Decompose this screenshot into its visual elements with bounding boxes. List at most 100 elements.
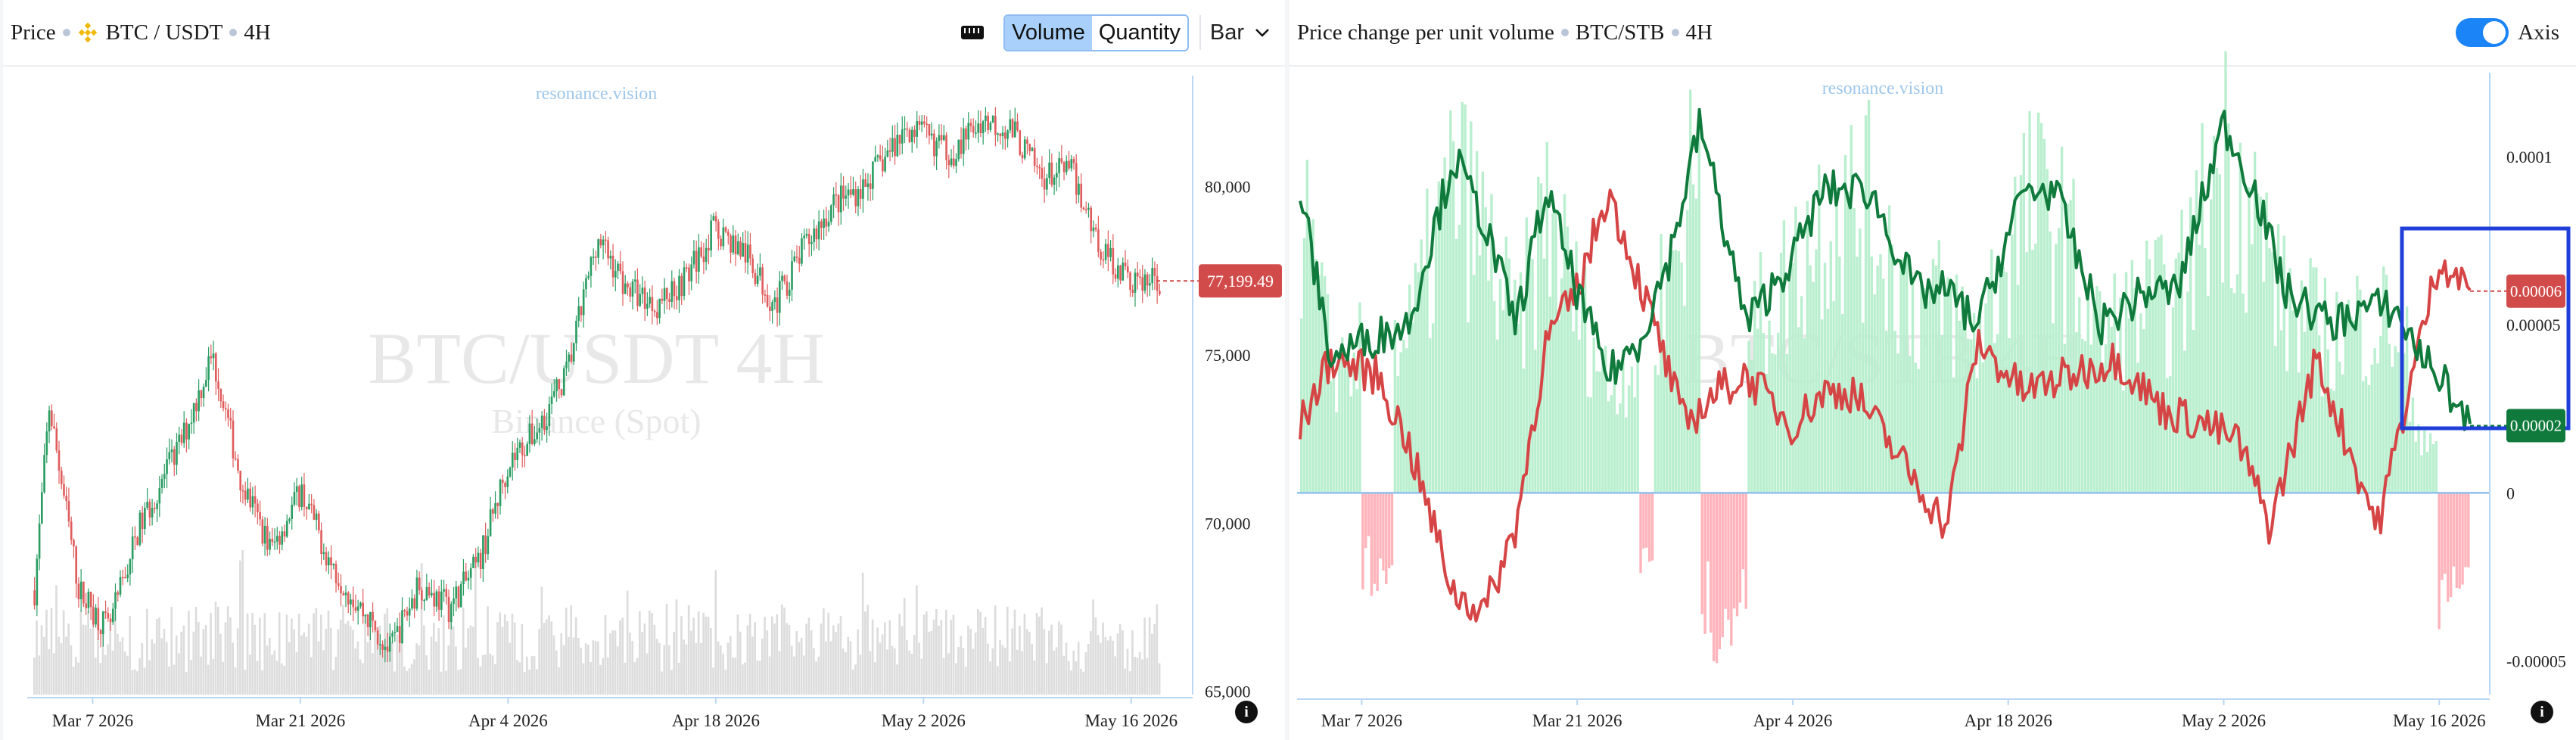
histogram-bar <box>2259 197 2263 493</box>
volume-bar <box>329 627 332 695</box>
volume-bar <box>469 625 472 695</box>
candle-body <box>146 502 148 508</box>
histogram-bar <box>2335 291 2338 493</box>
volume-bar <box>455 646 457 695</box>
candle-body <box>886 150 889 157</box>
histogram-bar <box>1305 160 1309 493</box>
histogram-bar <box>2370 364 2373 493</box>
volume-bar <box>739 631 742 695</box>
pair-label[interactable]: BTC/STB <box>1575 20 1665 45</box>
volume-bar <box>577 638 580 695</box>
volume-bar <box>1038 616 1041 695</box>
candle-body <box>136 537 138 546</box>
candle-body <box>484 535 487 555</box>
candle-body <box>251 496 254 508</box>
volume-bar <box>847 636 850 695</box>
info-icon[interactable]: i <box>2531 701 2553 723</box>
candle-body <box>511 452 514 468</box>
volume-bar <box>374 630 376 695</box>
candle-body <box>649 297 651 304</box>
volume-bar <box>646 653 649 695</box>
histogram-bar <box>1940 334 1943 493</box>
timeframe-label[interactable]: 4H <box>244 20 271 45</box>
ruler-icon[interactable] <box>961 26 985 39</box>
histogram-bar <box>1414 263 1417 493</box>
histogram-bar <box>1385 493 1388 584</box>
indicator-chart[interactable]: BTC/STB 4H resonance.vision 0.0001 0.0000… <box>1290 0 2576 740</box>
volume-bar <box>325 628 328 695</box>
histogram-bar <box>1387 493 1391 569</box>
volume-bar <box>624 662 627 695</box>
candle-body <box>126 574 129 578</box>
candle-body <box>271 539 274 543</box>
candle-body <box>751 258 754 273</box>
candle-body <box>668 299 670 302</box>
volume-bar <box>954 663 957 695</box>
candle-body <box>994 116 997 135</box>
histogram-bar <box>1314 259 1318 493</box>
volume-button[interactable]: Volume <box>1005 15 1092 50</box>
volume-bar <box>1122 630 1124 695</box>
candle-body <box>609 256 612 259</box>
histogram-bar <box>2005 272 2008 493</box>
volume-bar <box>319 614 322 695</box>
candle-body <box>141 512 144 530</box>
candle-body <box>761 267 764 295</box>
candle-body <box>712 216 715 221</box>
candle-body <box>653 310 656 312</box>
histogram-bar <box>1528 238 1531 493</box>
volume-bar <box>165 642 168 695</box>
volume-bar <box>163 629 166 695</box>
candle-body <box>1107 244 1109 257</box>
candle-body <box>472 556 474 568</box>
histogram-bar <box>1779 253 1783 493</box>
histogram-bar <box>2195 170 2198 493</box>
histogram-bar <box>1548 297 1551 493</box>
histogram-bar <box>2031 250 2034 493</box>
volume-bar <box>107 644 109 695</box>
histogram-bar <box>1771 353 1774 493</box>
candle-body <box>170 449 173 452</box>
chart-type-select[interactable]: Bar <box>1210 20 1270 45</box>
candle-body <box>401 610 403 643</box>
volume-bar <box>1143 617 1146 695</box>
candle-body <box>222 401 225 409</box>
volume-bar <box>881 634 884 695</box>
volume-bar <box>1134 657 1137 695</box>
histogram-bar <box>1697 108 1701 493</box>
histogram-bar <box>1654 365 1657 493</box>
histogram-bar <box>1501 309 1505 493</box>
timeframe-label[interactable]: 4H <box>1685 20 1713 45</box>
chart-type-label: Bar <box>1209 20 1244 45</box>
candle-body <box>839 185 842 213</box>
candle-body <box>975 132 977 134</box>
watermark: resonance.vision <box>1822 79 1944 98</box>
price-chart[interactable]: BTC/USDT 4H Binance (Spot) resonance.vis… <box>3 0 1285 740</box>
candle-body <box>920 121 923 125</box>
volume-bar <box>552 635 555 695</box>
candle-body <box>1075 163 1078 195</box>
candle-body <box>778 281 781 313</box>
histogram-bar <box>1706 493 1710 561</box>
volume-bar <box>766 630 769 695</box>
chart-bg-subtitle: Binance (Spot) <box>491 402 701 440</box>
volume-bar <box>513 622 516 695</box>
histogram-bar <box>1595 371 1598 493</box>
red-value-tag: 0.00006 <box>2506 274 2565 308</box>
volume-bar <box>572 637 575 695</box>
histogram-bar <box>2344 303 2347 493</box>
histogram-bar <box>1850 125 1853 493</box>
candle-body <box>114 592 117 609</box>
volume-bar <box>1082 671 1084 695</box>
volume-bar <box>291 618 293 695</box>
quantity-button[interactable]: Quantity <box>1098 20 1181 45</box>
volume-bar <box>1028 632 1031 695</box>
pair-label[interactable]: BTC / USDT <box>105 20 223 45</box>
volume-bar <box>606 657 609 695</box>
info-icon[interactable]: i <box>1235 701 1258 723</box>
candle-body <box>702 257 705 263</box>
volume-bar <box>697 611 700 695</box>
axis-toggle[interactable] <box>2456 18 2509 47</box>
volume-bar <box>207 664 210 695</box>
candle-body <box>590 257 593 276</box>
